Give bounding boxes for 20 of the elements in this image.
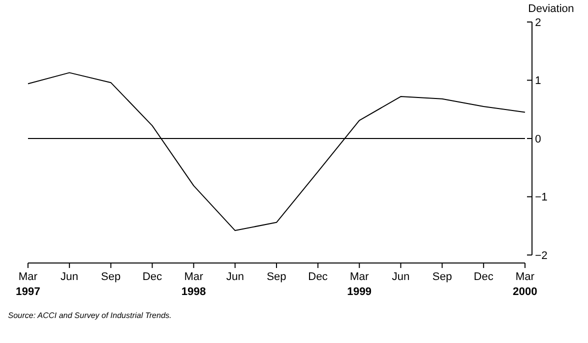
x-tick-label: Sep bbox=[101, 271, 121, 283]
x-tick-label: Sep bbox=[266, 271, 286, 283]
y-axis-title: Deviation bbox=[528, 3, 574, 15]
y-tick-label: 2 bbox=[535, 16, 542, 29]
x-tick-label: Dec bbox=[142, 271, 163, 283]
x-tick-label: Mar 1997 bbox=[16, 271, 40, 298]
x-tick-label: Mar 1999 bbox=[347, 271, 372, 298]
x-tick-label: Sep bbox=[432, 271, 452, 283]
x-tick-label: Jun bbox=[60, 271, 78, 283]
x-tick-label: Dec bbox=[308, 271, 328, 283]
source-note: Source: ACCI and Survey of Industrial Trends. bbox=[8, 311, 172, 320]
x-tick-label: Jun bbox=[392, 271, 410, 283]
y-tick-label: 1 bbox=[535, 75, 542, 88]
y-tick-label: 0 bbox=[535, 133, 542, 146]
x-tick-label: Mar 1998 bbox=[181, 271, 206, 298]
x-tick-label: Jun bbox=[226, 271, 244, 283]
y-tick-label: −1 bbox=[535, 192, 548, 204]
y-tick-label: −2 bbox=[535, 250, 548, 262]
x-tick-label: Dec bbox=[474, 271, 494, 283]
x-tick-label: Mar 2000 bbox=[512, 271, 538, 298]
